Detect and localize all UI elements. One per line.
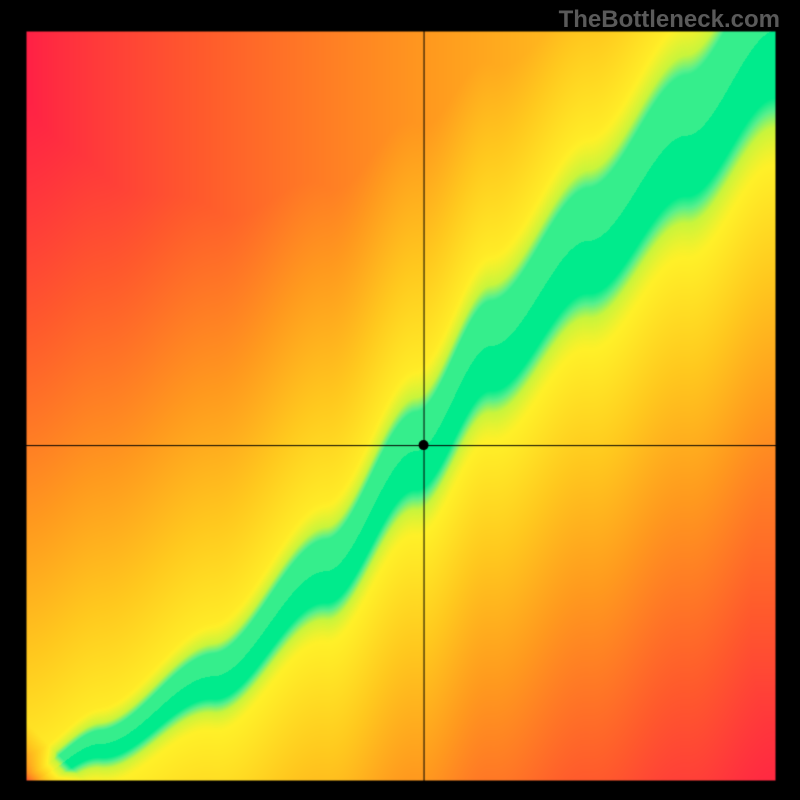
- chart-container: TheBottleneck.com: [0, 0, 800, 800]
- bottleneck-heatmap-canvas: [0, 0, 800, 800]
